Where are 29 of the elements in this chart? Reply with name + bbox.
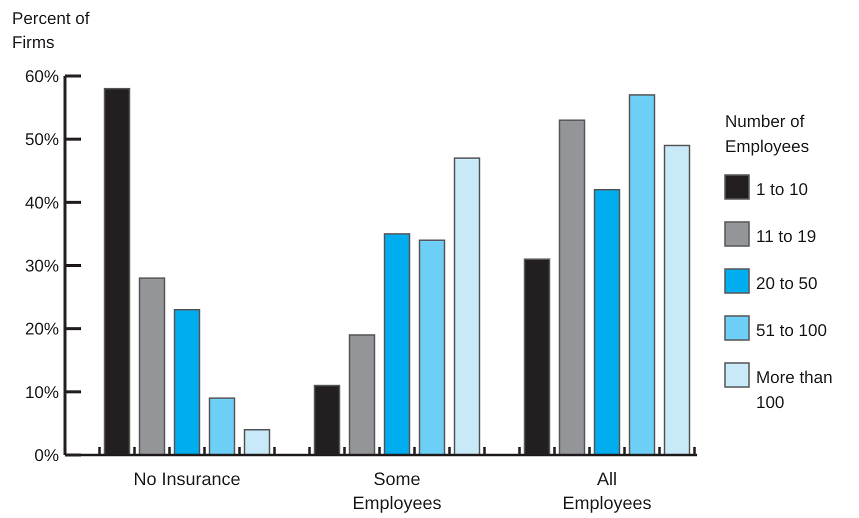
legend-title: Number of Employees	[725, 112, 810, 156]
bar	[348, 334, 376, 456]
y-tick-label: 50%	[24, 130, 59, 150]
bar	[244, 428, 270, 456]
y-tick-label: 40%	[24, 193, 59, 212]
bar	[594, 188, 620, 456]
bar	[454, 157, 480, 456]
bar	[174, 308, 200, 456]
bar	[138, 277, 166, 456]
legend-label: 51 to 100	[756, 321, 827, 340]
bar	[384, 233, 410, 456]
y-tick-label: 0%	[34, 446, 59, 465]
x-tick-label: All Employees	[562, 469, 652, 513]
bar	[628, 94, 656, 456]
legend-label: More than 100	[756, 368, 833, 412]
bar	[558, 119, 586, 456]
y-axis-title: Percent of Firms	[12, 9, 90, 52]
y-tick-label: 30%	[24, 256, 59, 276]
legend-label: 20 to 50	[756, 274, 818, 293]
bar	[208, 397, 236, 456]
y-tick-label: 10%	[24, 382, 59, 402]
x-tick-label: Some Employees	[352, 469, 442, 513]
legend-label: 11 to 19	[756, 227, 816, 246]
bar	[418, 239, 446, 456]
x-tick-label: No Insurance	[133, 469, 241, 489]
y-tick-label: 20%	[24, 320, 59, 339]
legend-label: 1 to 10	[756, 180, 808, 199]
y-tick-label: 60%	[24, 67, 59, 86]
bar	[664, 144, 690, 456]
